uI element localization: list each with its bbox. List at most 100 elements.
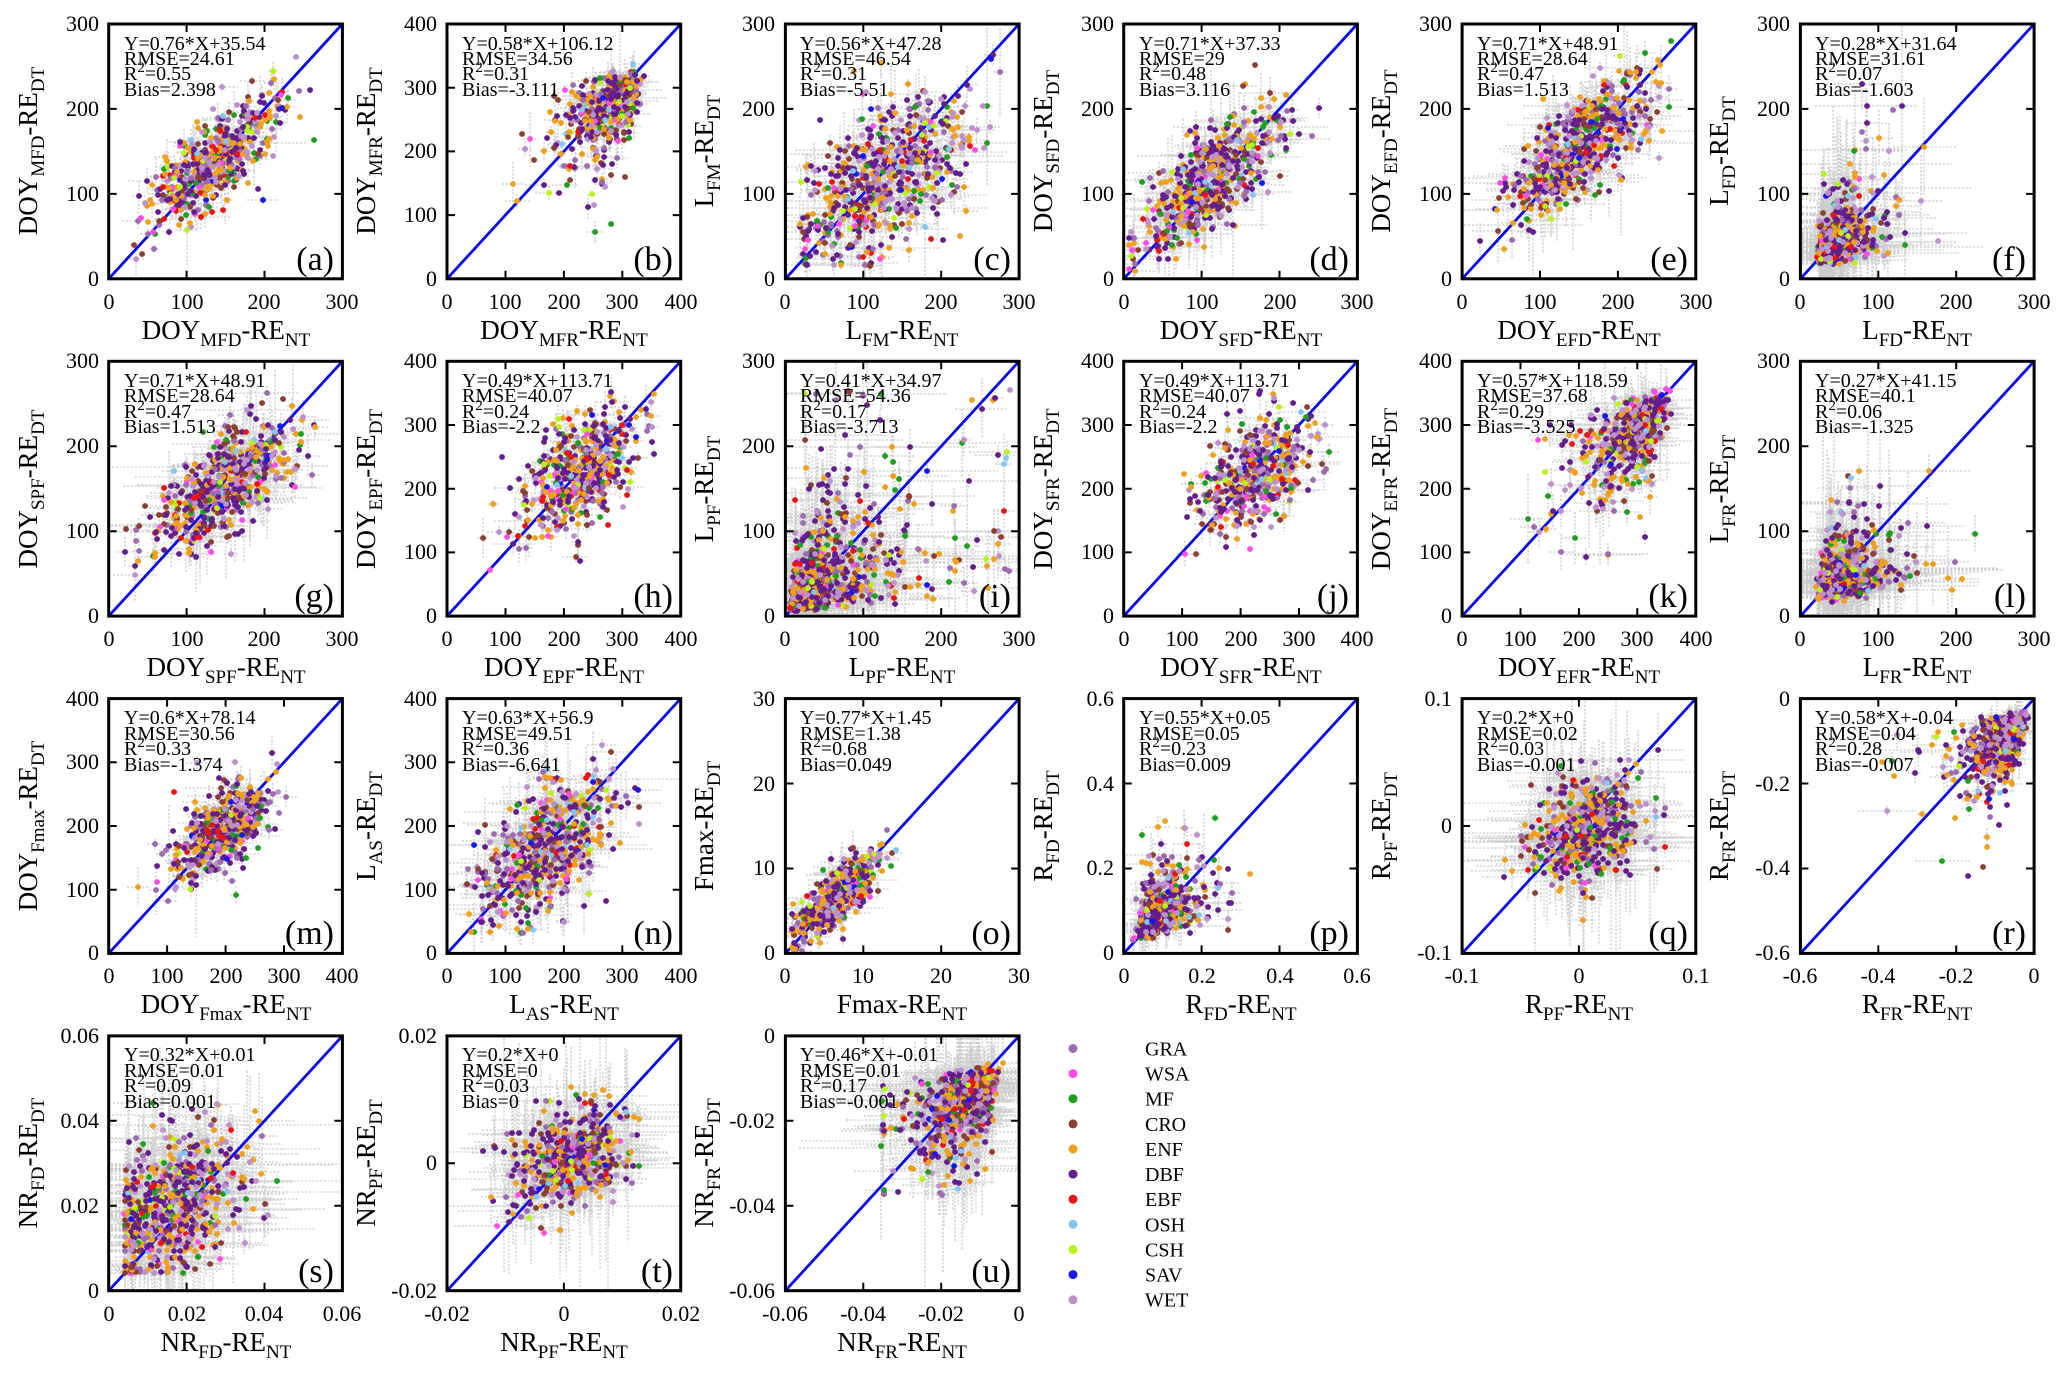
svg-text:0: 0 (426, 603, 437, 628)
svg-text:0: 0 (426, 940, 437, 965)
svg-text:300: 300 (1081, 11, 1114, 36)
svg-text:(l): (l) (1994, 578, 2026, 615)
svg-text:30: 30 (753, 686, 775, 711)
svg-text:RMSE=0.02: RMSE=0.02 (1477, 723, 1578, 745)
svg-text:0: 0 (104, 1301, 115, 1326)
svg-text:0: 0 (764, 603, 775, 628)
svg-text:200: 200 (925, 289, 958, 314)
svg-text:300: 300 (66, 348, 99, 373)
svg-text:0: 0 (780, 626, 791, 651)
svg-text:Y=0.32*X+0.01: Y=0.32*X+0.01 (124, 1044, 255, 1066)
svg-text:Y=0.58*X+-0.04: Y=0.58*X+-0.04 (1815, 707, 1953, 729)
svg-text:-0.02: -0.02 (918, 1301, 964, 1326)
svg-text:RMSE=0.01: RMSE=0.01 (800, 1060, 901, 1082)
svg-text:200: 200 (548, 289, 581, 314)
svg-text:100: 100 (404, 539, 437, 564)
svg-text:0: 0 (764, 1023, 775, 1048)
svg-text:300: 300 (1341, 289, 1374, 314)
svg-text:Bias=2.398: Bias=2.398 (124, 79, 216, 101)
svg-text:200: 200 (1081, 96, 1114, 121)
svg-text:100: 100 (489, 963, 522, 988)
svg-text:RMSE=1.38: RMSE=1.38 (800, 723, 901, 745)
svg-text:-0.1: -0.1 (1445, 963, 1480, 988)
svg-text:0.1: 0.1 (1425, 686, 1453, 711)
svg-text:0.06: 0.06 (323, 1301, 362, 1326)
svg-text:Y=0.56*X+47.28: Y=0.56*X+47.28 (800, 33, 941, 55)
svg-text:200: 200 (248, 289, 281, 314)
svg-text:R2=0.17: R2=0.17 (800, 1072, 867, 1097)
svg-text:DBF: DBF (1145, 1164, 1184, 1186)
svg-text:(c): (c) (973, 241, 1011, 278)
svg-text:300: 300 (404, 749, 437, 774)
svg-text:Y=0.2*X+0: Y=0.2*X+0 (1477, 707, 1573, 729)
svg-text:RMSE=29: RMSE=29 (1139, 48, 1225, 70)
svg-text:Bias=1.513: Bias=1.513 (124, 416, 216, 438)
svg-text:0: 0 (88, 266, 99, 291)
svg-text:300: 300 (1419, 412, 1452, 437)
svg-text:400: 400 (665, 289, 698, 314)
svg-text:Bias=0.001: Bias=0.001 (124, 1091, 216, 1113)
svg-text:RMSE=40.07: RMSE=40.07 (1139, 385, 1250, 407)
svg-text:0: 0 (1119, 963, 1130, 988)
svg-text:(o): (o) (971, 915, 1011, 952)
svg-text:(i): (i) (979, 578, 1011, 615)
svg-text:(u): (u) (971, 1253, 1011, 1290)
svg-text:WSA: WSA (1145, 1064, 1190, 1086)
svg-text:100: 100 (1862, 289, 1895, 314)
svg-text:400: 400 (404, 11, 437, 36)
svg-text:100: 100 (1524, 289, 1557, 314)
svg-text:Y=0.46*X+-0.01: Y=0.46*X+-0.01 (800, 1044, 938, 1066)
svg-text:200: 200 (548, 963, 581, 988)
svg-text:200: 200 (1419, 476, 1452, 501)
svg-text:(b): (b) (633, 241, 673, 278)
svg-text:R2=0.28: R2=0.28 (1815, 735, 1882, 760)
svg-text:300: 300 (1680, 289, 1713, 314)
svg-text:20: 20 (753, 771, 775, 796)
svg-text:0: 0 (1014, 1301, 1025, 1326)
svg-text:(s): (s) (298, 1253, 334, 1290)
svg-text:R2=0.33: R2=0.33 (124, 735, 191, 760)
svg-text:0: 0 (1119, 626, 1130, 651)
svg-text:0: 0 (780, 289, 791, 314)
svg-text:200: 200 (1757, 96, 1790, 121)
svg-text:100: 100 (66, 181, 99, 206)
svg-text:100: 100 (1081, 181, 1114, 206)
svg-text:Y=0.71*X+48.91: Y=0.71*X+48.91 (124, 370, 265, 392)
svg-text:300: 300 (2018, 626, 2051, 651)
svg-text:0: 0 (426, 1150, 437, 1175)
svg-text:0: 0 (780, 963, 791, 988)
svg-text:200: 200 (1264, 289, 1297, 314)
svg-text:0: 0 (442, 626, 453, 651)
svg-text:Y=0.41*X+34.97: Y=0.41*X+34.97 (800, 370, 941, 392)
svg-text:RMSE=28.64: RMSE=28.64 (1477, 48, 1588, 70)
svg-text:0: 0 (1441, 603, 1452, 628)
svg-text:(m): (m) (285, 915, 334, 952)
svg-text:R2=0.23: R2=0.23 (1139, 735, 1206, 760)
svg-text:100: 100 (1166, 626, 1199, 651)
svg-text:200: 200 (66, 96, 99, 121)
svg-text:RMSE=0.04: RMSE=0.04 (1815, 723, 1916, 745)
svg-text:(d): (d) (1309, 241, 1349, 278)
svg-text:ENF: ENF (1145, 1139, 1183, 1161)
svg-text:300: 300 (268, 963, 301, 988)
svg-text:100: 100 (1862, 626, 1895, 651)
svg-text:0: 0 (1457, 289, 1468, 314)
svg-text:R2=0.03: R2=0.03 (1477, 735, 1544, 760)
svg-text:Bias=3.116: Bias=3.116 (1139, 79, 1230, 101)
svg-text:Y=0.71*X+37.33: Y=0.71*X+37.33 (1139, 33, 1280, 55)
svg-text:0: 0 (88, 603, 99, 628)
svg-text:200: 200 (404, 813, 437, 838)
svg-text:400: 400 (665, 626, 698, 651)
svg-text:RMSE=28.64: RMSE=28.64 (124, 385, 235, 407)
svg-text:0: 0 (1795, 626, 1806, 651)
svg-text:400: 400 (1341, 626, 1374, 651)
svg-text:(e): (e) (1650, 241, 1688, 278)
svg-text:Y=0.28*X+31.64: Y=0.28*X+31.64 (1815, 33, 1956, 55)
svg-text:RMSE=34.56: RMSE=34.56 (462, 48, 573, 70)
svg-text:R2=0.47: R2=0.47 (1477, 60, 1544, 85)
svg-text:Y=0.63*X+56.9: Y=0.63*X+56.9 (462, 707, 593, 729)
svg-text:Bias=-6.641: Bias=-6.641 (462, 754, 561, 776)
svg-text:0: 0 (559, 1301, 570, 1326)
svg-text:0: 0 (104, 626, 115, 651)
svg-text:-0.02: -0.02 (391, 1278, 437, 1303)
